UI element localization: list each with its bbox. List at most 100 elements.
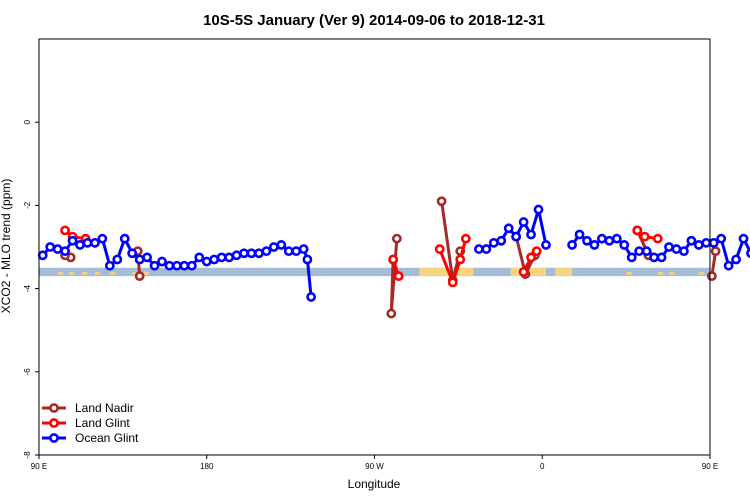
data-point bbox=[52, 244, 63, 254]
data-point bbox=[503, 223, 514, 234]
data-point bbox=[693, 240, 704, 250]
x-axis: 90 E 180 90 W 0 90 E bbox=[31, 455, 718, 471]
island-fragment bbox=[81, 271, 88, 275]
data-point bbox=[701, 237, 712, 248]
data-point bbox=[246, 248, 257, 259]
legend-item: Land Glint bbox=[42, 416, 130, 430]
data-point bbox=[526, 252, 536, 263]
data-point bbox=[149, 260, 160, 271]
legend-label: Ocean Glint bbox=[75, 431, 139, 445]
data-point bbox=[639, 231, 650, 242]
data-point bbox=[179, 260, 190, 271]
data-point bbox=[596, 233, 607, 244]
data-point bbox=[388, 254, 399, 265]
island-fragment bbox=[68, 271, 75, 275]
legend-item: Land Nadir bbox=[42, 401, 134, 415]
data-point bbox=[526, 229, 536, 240]
land-band-segment bbox=[525, 267, 546, 277]
data-point bbox=[90, 237, 100, 248]
data-point bbox=[716, 233, 727, 244]
data-point bbox=[656, 252, 667, 263]
data-point bbox=[60, 246, 70, 257]
data-point bbox=[142, 252, 153, 263]
data-point bbox=[386, 308, 397, 319]
data-point bbox=[473, 244, 484, 254]
data-point bbox=[626, 252, 637, 263]
legend-marker bbox=[49, 403, 59, 413]
data-point bbox=[254, 248, 264, 259]
island-fragment bbox=[132, 271, 138, 275]
x-tick-label: 90 E bbox=[702, 462, 718, 471]
data-point bbox=[679, 246, 689, 257]
x-tick-label: 0 bbox=[540, 462, 545, 471]
land-band-segment bbox=[510, 267, 526, 277]
data-point bbox=[649, 252, 659, 263]
data-point bbox=[134, 254, 145, 265]
data-point bbox=[746, 248, 750, 259]
data-point bbox=[119, 233, 130, 244]
data-point bbox=[201, 256, 212, 267]
data-point bbox=[268, 242, 279, 252]
island-fragment bbox=[109, 271, 116, 275]
data-point bbox=[436, 196, 447, 207]
data-point bbox=[511, 231, 522, 242]
legend-item: Ocean Glint bbox=[42, 431, 139, 445]
data-point bbox=[231, 250, 242, 261]
data-point bbox=[172, 260, 182, 271]
data-point bbox=[533, 204, 544, 215]
x-axis-label: Longitude bbox=[348, 477, 401, 491]
data-point bbox=[283, 246, 294, 257]
data-point bbox=[298, 244, 309, 254]
data-point bbox=[302, 254, 313, 265]
data-point bbox=[541, 240, 551, 250]
data-point bbox=[216, 252, 227, 263]
island-fragment bbox=[94, 271, 101, 275]
data-point bbox=[112, 254, 123, 265]
data-point bbox=[706, 271, 717, 282]
data-point bbox=[731, 254, 741, 265]
data-point bbox=[75, 240, 85, 250]
data-point bbox=[518, 267, 529, 277]
data-point bbox=[276, 240, 287, 250]
data-point bbox=[186, 260, 197, 271]
data-point bbox=[604, 235, 615, 246]
data-point bbox=[455, 254, 466, 265]
data-point bbox=[97, 233, 108, 244]
y-tick-label: -8 bbox=[23, 451, 32, 459]
island-fragment bbox=[698, 271, 705, 275]
data-point bbox=[634, 246, 645, 257]
data-point bbox=[531, 246, 542, 257]
y-tick-label: -6 bbox=[23, 368, 32, 376]
ocean-band bbox=[39, 267, 710, 277]
y-axis-label: XCO2 - MLO trend (ppm) bbox=[0, 179, 13, 314]
data-point bbox=[67, 235, 78, 246]
data-point bbox=[574, 229, 585, 240]
data-point bbox=[45, 242, 56, 252]
data-point bbox=[261, 246, 272, 257]
data-point bbox=[224, 252, 235, 263]
data-point bbox=[37, 250, 48, 261]
data-point bbox=[664, 242, 674, 252]
y-tick-label: -2 bbox=[23, 201, 32, 209]
data-point bbox=[194, 252, 205, 263]
data-point bbox=[641, 246, 652, 257]
data-point bbox=[393, 271, 404, 282]
legend-label: Land Glint bbox=[75, 416, 130, 430]
land-band-segment bbox=[419, 267, 474, 277]
data-point bbox=[291, 246, 302, 257]
y-axis: 0 -2 -4 -6 -8 bbox=[23, 119, 39, 459]
data-point bbox=[488, 237, 499, 248]
data-point bbox=[738, 233, 749, 244]
data-point bbox=[134, 271, 145, 282]
data-point bbox=[239, 248, 249, 259]
y-tick-label: 0 bbox=[23, 119, 32, 124]
series-line bbox=[438, 238, 468, 284]
data-point bbox=[708, 237, 719, 248]
data-point bbox=[589, 240, 600, 250]
data-point bbox=[306, 292, 317, 302]
data-point bbox=[710, 246, 721, 257]
data-point bbox=[157, 256, 167, 267]
